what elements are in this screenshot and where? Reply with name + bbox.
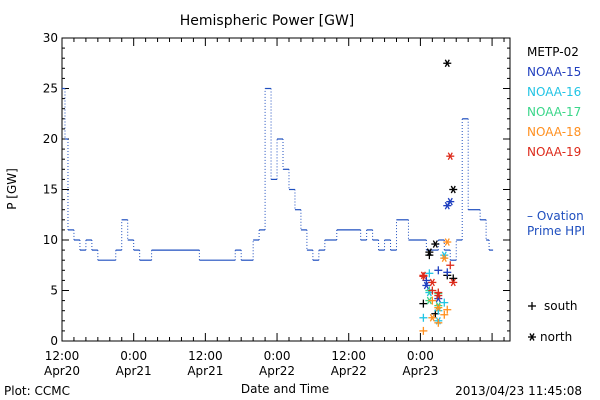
- north-marker: [428, 313, 437, 322]
- north-marker: [419, 271, 428, 280]
- south-marker: [422, 276, 431, 285]
- x-tick-label-date: Apr21: [116, 364, 152, 378]
- north-marker: [425, 248, 434, 256]
- x-tick-label-time: 12:00: [188, 349, 223, 363]
- legend-entry: NOAA-15: [527, 65, 581, 79]
- x-tick-label-date: Apr22: [331, 364, 367, 378]
- ovation-label-line: Prime HPI: [527, 224, 585, 238]
- x-axis: 12:00Apr200:00Apr2112:00Apr210:00Apr2212…: [44, 38, 505, 378]
- south-marker: [443, 305, 452, 314]
- south-marker: [443, 268, 452, 277]
- y-tick-label: 30: [43, 31, 58, 45]
- north-marker: [443, 238, 452, 246]
- y-tick-label: 15: [43, 183, 58, 197]
- north-marker: [446, 197, 455, 206]
- ovation-prime-hpi-series: [62, 87, 494, 261]
- north-marker: [528, 333, 536, 341]
- y-tick-label: 10: [43, 233, 58, 247]
- series-noaa-19: [419, 152, 458, 300]
- x-tick-label-date: Apr21: [187, 364, 223, 378]
- series-noaa-15: [422, 197, 455, 303]
- north-marker: [434, 291, 443, 300]
- satellite-markers: [419, 59, 458, 335]
- y-tick-label: 0: [50, 334, 58, 348]
- x-tick-label-time: 12:00: [331, 349, 366, 363]
- south-marker: [419, 326, 428, 335]
- south-marker: [440, 310, 449, 319]
- legend-entry: METP-02: [527, 45, 579, 59]
- legend-entry: NOAA-18: [527, 125, 581, 139]
- legend-entry: NOAA-19: [527, 145, 581, 159]
- north-marker: [440, 251, 449, 259]
- x-tick-label-time: 0:00: [264, 349, 291, 363]
- south-marker: [449, 274, 458, 283]
- south-marker: [440, 298, 449, 307]
- legend-entry: NOAA-17: [527, 105, 581, 119]
- chart-title: Hemispheric Power [GW]: [180, 13, 355, 29]
- marker-legend-south: south: [544, 299, 578, 313]
- x-tick-label-time: 0:00: [407, 349, 434, 363]
- legend: METP-02 NOAA-15 NOAA-16 NOAA-17 NOAA-18 NOAA-…: [527, 45, 581, 159]
- north-marker: [440, 254, 449, 263]
- south-marker: [425, 269, 434, 278]
- series-noaa-18: [419, 238, 452, 335]
- x-tick-label-date: Apr22: [259, 364, 295, 378]
- x-axis-label: Date and Time: [241, 382, 329, 396]
- x-tick-label-time: 0:00: [120, 349, 147, 363]
- north-marker: [446, 152, 455, 160]
- south-marker: [419, 313, 428, 322]
- x-tick-label-date: Apr20: [44, 364, 80, 378]
- y-tick-label: 20: [43, 132, 58, 146]
- north-marker: [422, 281, 431, 290]
- x-tick-label-date: Apr23: [402, 364, 438, 378]
- marker-legend-north: north: [540, 330, 572, 344]
- footer-timestamp: 2013/04/23 11:45:08: [455, 384, 582, 398]
- plot-frame: [61, 37, 511, 342]
- north-marker: [431, 240, 440, 248]
- north-marker: [449, 278, 458, 287]
- x-tick-label-time: 12:00: [45, 349, 80, 363]
- legend-entry: NOAA-16: [527, 85, 581, 99]
- y-tick-label: 25: [43, 82, 58, 96]
- marker-legend: south north: [528, 299, 578, 344]
- ovation-label-line: – Ovation: [527, 209, 584, 223]
- north-marker: [434, 294, 443, 303]
- south-marker: [428, 296, 437, 305]
- south-marker: [446, 261, 455, 270]
- footer-plot-credit: Plot: CCMC: [4, 384, 70, 398]
- y-axis-label: P [GW]: [5, 168, 19, 210]
- north-marker: [443, 59, 452, 68]
- south-marker: [434, 318, 443, 327]
- north-marker: [449, 185, 458, 194]
- series-metp-02: [419, 59, 458, 318]
- north-marker: [434, 303, 443, 312]
- y-tick-label: 5: [50, 284, 58, 298]
- south-marker: [434, 266, 443, 275]
- north-marker: [428, 278, 437, 287]
- south-marker: [428, 286, 437, 295]
- south-marker: [528, 302, 536, 310]
- south-marker: [419, 299, 428, 308]
